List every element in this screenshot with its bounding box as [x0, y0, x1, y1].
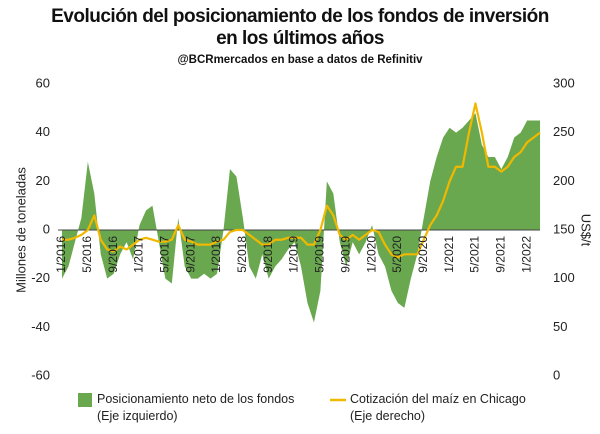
x-tick-label: 5/2020	[390, 236, 404, 273]
line	[62, 102, 541, 259]
y2-tick-label: 150	[553, 221, 575, 236]
x-tick-label: 9/2016	[106, 236, 120, 273]
x-tick-label: 1/2022	[519, 236, 533, 273]
x-tick-label: 1/2019	[287, 236, 301, 273]
x-tick-label: 1/2018	[209, 236, 223, 273]
y2-tick-label: 300	[553, 75, 575, 90]
x-tick-label: 9/2019	[338, 236, 352, 273]
chart-title: Evolución del posicionamiento de los fon…	[51, 6, 549, 49]
y-tick-label: 40	[36, 124, 50, 139]
y-axis-label: Millones de toneladas	[13, 167, 28, 293]
y-tick-label: 0	[43, 221, 50, 236]
x-tick-label: 9/2020	[416, 236, 430, 273]
y2-tick-label: 0	[553, 367, 560, 382]
y-tick-label: 60	[36, 75, 50, 90]
x-tick-label: 1/2021	[442, 236, 456, 273]
y-tick-label: -60	[31, 367, 50, 382]
y2-tick-label: 100	[553, 270, 575, 285]
y-tick-label: -40	[31, 319, 50, 334]
x-tick-label: 5/2019	[313, 236, 327, 273]
x-tick-label: 5/2018	[235, 236, 249, 273]
x-tick-label: 5/2017	[158, 236, 172, 273]
chart-subtitle: @BCRmercados en base a datos de Refiniti…	[177, 54, 423, 66]
x-tick-label: 5/2021	[468, 236, 482, 273]
x-tick-label: 9/2021	[493, 236, 507, 273]
legend-entry: Cotización del maíz en Chicago (Eje dere…	[350, 392, 526, 423]
x-tick-label: 1/2020	[364, 236, 378, 273]
y-tick-label: 20	[36, 173, 50, 188]
legend-entry: Posicionamiento neto de los fondos (Eje …	[97, 392, 295, 423]
y-tick-label: -20	[31, 270, 50, 285]
y2-axis-label: US$/t	[579, 214, 594, 247]
x-tick-label: 1/2017	[132, 236, 146, 273]
x-tick-label: 5/2016	[80, 236, 94, 273]
x-tick-label: 9/2017	[183, 236, 197, 273]
x-tick-label: 1/2016	[54, 236, 68, 273]
y2-tick-label: 50	[553, 319, 567, 334]
x-tick-label: 9/2018	[261, 236, 275, 273]
y2-tick-label: 200	[553, 173, 575, 188]
y2-tick-label: 250	[553, 124, 575, 139]
area	[62, 113, 541, 323]
